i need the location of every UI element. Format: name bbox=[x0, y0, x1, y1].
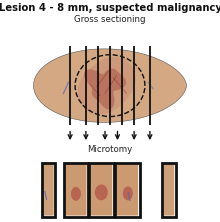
Polygon shape bbox=[84, 68, 126, 109]
Bar bbox=[42, 163, 55, 217]
Bar bbox=[89, 163, 114, 217]
Bar bbox=[64, 163, 88, 217]
Polygon shape bbox=[33, 49, 187, 122]
Bar bbox=[115, 163, 140, 217]
Text: Gross sectioning: Gross sectioning bbox=[74, 15, 146, 24]
FancyBboxPatch shape bbox=[117, 164, 138, 216]
Text: Microtomy: Microtomy bbox=[87, 145, 133, 154]
Ellipse shape bbox=[71, 187, 81, 201]
Bar bbox=[162, 163, 176, 217]
Text: Lesion 4 - 8 mm, suspected malignancy: Lesion 4 - 8 mm, suspected malignancy bbox=[0, 3, 220, 13]
FancyBboxPatch shape bbox=[43, 164, 54, 216]
FancyBboxPatch shape bbox=[91, 164, 112, 216]
Ellipse shape bbox=[95, 184, 108, 200]
Ellipse shape bbox=[123, 186, 133, 200]
Polygon shape bbox=[78, 57, 136, 114]
FancyBboxPatch shape bbox=[164, 164, 174, 216]
FancyBboxPatch shape bbox=[65, 164, 86, 216]
